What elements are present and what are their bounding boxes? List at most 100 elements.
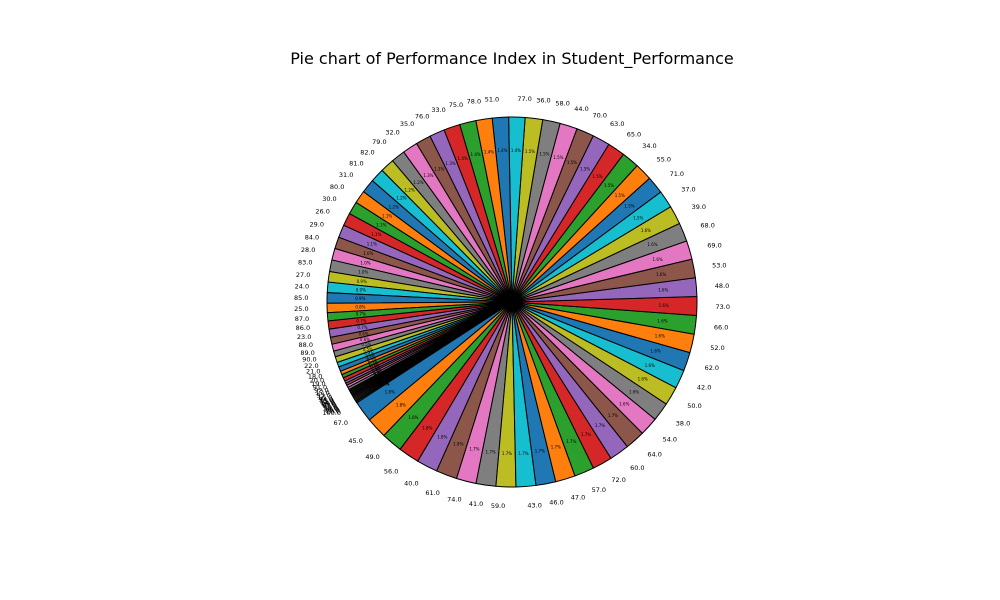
slice-percent-label: 1.7% bbox=[608, 413, 618, 418]
slice-category-label: 97.0 bbox=[322, 402, 336, 410]
slice-percent-label: 0.3% bbox=[368, 360, 378, 365]
slice-percent-label: 1.8% bbox=[422, 425, 432, 430]
slice-percent-label: 1.3% bbox=[445, 161, 455, 166]
slice-percent-label: 1.8% bbox=[437, 434, 447, 439]
slice-category-label: 92.0 bbox=[314, 387, 328, 395]
slice-category-label: 39.0 bbox=[692, 203, 706, 211]
slice-category-label: 43.0 bbox=[527, 501, 541, 509]
slice-percent-label: 1.0% bbox=[363, 251, 373, 256]
slice-percent-label: 1.4% bbox=[497, 148, 507, 153]
slice-percent-label: 0.1% bbox=[376, 377, 386, 382]
slice-percent-label: 1.0% bbox=[358, 270, 368, 275]
slice-category-label: 96.0 bbox=[321, 400, 335, 408]
slice-category-label: 86.0 bbox=[296, 324, 310, 332]
slice-category-label: 100.0 bbox=[322, 409, 341, 417]
slice-percent-label: 0.1% bbox=[375, 374, 385, 379]
slice-percent-label: 1.3% bbox=[434, 166, 444, 171]
slice-category-label: 42.0 bbox=[697, 384, 711, 392]
slice-category-label: 14.0 bbox=[320, 399, 334, 407]
slice-percent-label: 1.6% bbox=[655, 334, 665, 339]
slice-percent-label: 1.8% bbox=[453, 441, 463, 446]
slice-percent-label: 0.6% bbox=[359, 331, 369, 336]
slice-percent-label: 0.1% bbox=[374, 373, 384, 378]
pie-slice bbox=[355, 301, 513, 404]
slice-percent-label: 0.7% bbox=[356, 319, 366, 324]
slice-percent-label: 1.6% bbox=[657, 318, 667, 323]
slice-percent-label: 0.1% bbox=[378, 379, 388, 384]
slice-category-label: 70.0 bbox=[593, 112, 607, 120]
slice-percent-label: 1.5% bbox=[615, 193, 625, 198]
slice-percent-label: 0.2% bbox=[373, 370, 383, 375]
slice-percent-label: 1.4% bbox=[511, 148, 521, 153]
slice-category-label: 53.0 bbox=[712, 262, 726, 270]
slice-category-label: 47.0 bbox=[571, 493, 585, 501]
slice-percent-label: 1.1% bbox=[371, 232, 381, 237]
slice-percent-label: 0.5% bbox=[363, 347, 373, 352]
slice-category-label: 79.0 bbox=[372, 138, 386, 146]
slice-category-label: 69.0 bbox=[707, 241, 721, 249]
slice-percent-label: 0.9% bbox=[356, 288, 366, 293]
slice-percent-label: 0.5% bbox=[361, 342, 371, 347]
slice-category-label: 60.0 bbox=[630, 464, 644, 472]
slice-category-labels: 67.0 45.049.0 56.0 40.0 61.0 74.0 41.0 59.0 43.0… bbox=[294, 95, 730, 510]
slice-category-label: 32.0 bbox=[385, 129, 399, 137]
slice-percent-label: 1.6% bbox=[656, 272, 666, 277]
slice-percent-label: 0.9% bbox=[355, 296, 365, 301]
slice-percent-label: 0.4% bbox=[366, 355, 376, 360]
slice-category-label: 33.0 bbox=[431, 106, 445, 114]
slice-percent-label: 1.1% bbox=[376, 222, 386, 227]
slice-category-label: 87.0 bbox=[295, 315, 309, 323]
slice-percent-label: 1.3% bbox=[423, 173, 433, 178]
slice-percent-label: 1.6% bbox=[647, 242, 657, 247]
slice-category-label: 34.0 bbox=[642, 142, 656, 150]
slice-percent-label: 1.8% bbox=[385, 389, 395, 394]
slice-category-label: 11.0 bbox=[324, 406, 338, 414]
slice-percent-label: 1.5% bbox=[553, 155, 563, 160]
slice-category-label: 35.0 bbox=[400, 120, 414, 128]
slice-category-label: 66.0 bbox=[714, 324, 728, 332]
slice-percent-label: 0.2% bbox=[370, 365, 380, 370]
slice-category-label: 67.0 bbox=[334, 419, 348, 427]
slice-percent-label: 1.4% bbox=[471, 152, 481, 157]
slice-percent-label: 0.1% bbox=[374, 372, 384, 377]
slice-category-label: 95.0 bbox=[320, 398, 334, 406]
slice-category-label: 28.0 bbox=[301, 246, 315, 254]
slice-category-label: 68.0 bbox=[700, 222, 714, 230]
slice-percent-label: 1.7% bbox=[595, 423, 605, 428]
slice-category-label: 17.0 bbox=[315, 389, 329, 397]
slice-category-label: 23.0 bbox=[297, 333, 311, 341]
slice-category-label: 54.0 bbox=[663, 435, 677, 443]
slice-category-label: 24.0 bbox=[295, 282, 309, 290]
slice-percent-label: 1.5% bbox=[604, 183, 614, 188]
slice-percent-label: 0.1% bbox=[379, 382, 389, 387]
slice-category-label: 78.0 bbox=[467, 97, 481, 105]
slice-percent-label: 1.4% bbox=[458, 156, 468, 161]
slice-category-label: 56.0 bbox=[384, 467, 398, 475]
slice-category-label: 50.0 bbox=[687, 402, 701, 410]
slice-category-label: 80.0 bbox=[330, 183, 344, 191]
slice-percent-label: 1.5% bbox=[580, 167, 590, 172]
slice-category-label: 51.0 bbox=[485, 95, 499, 103]
slice-category-label: 62.0 bbox=[705, 364, 719, 372]
chart-title: Pie chart of Performance Index in Studen… bbox=[290, 49, 734, 69]
slice-percent-label: 1.6% bbox=[619, 402, 629, 407]
slice-percent-label: 1.8% bbox=[408, 415, 418, 420]
slice-percent-label: 1.7% bbox=[518, 451, 528, 456]
slice-category-label: 25.0 bbox=[294, 305, 308, 313]
slice-percent-label: 1.1% bbox=[382, 213, 392, 218]
slice-category-label: 36.0 bbox=[536, 96, 550, 104]
slice-category-label: 93.0 bbox=[316, 391, 330, 399]
slice-category-label: 74.0 bbox=[447, 496, 461, 504]
slice-percent-label: 1.5% bbox=[592, 174, 602, 179]
slice-percent-label: 1.5% bbox=[633, 215, 643, 220]
slice-category-label: 71.0 bbox=[670, 170, 684, 178]
slice-category-label: 98.0 bbox=[324, 404, 338, 412]
slice-percent-label: 0.1% bbox=[375, 375, 385, 380]
slice-category-label: 41.0 bbox=[469, 500, 483, 508]
pie-slices bbox=[326, 116, 698, 488]
slice-category-label: 72.0 bbox=[611, 476, 625, 484]
slice-category-label: 31.0 bbox=[339, 171, 353, 179]
slice-percent-label: 0.4% bbox=[364, 351, 374, 356]
slice-percent-label: 1.6% bbox=[645, 363, 655, 368]
